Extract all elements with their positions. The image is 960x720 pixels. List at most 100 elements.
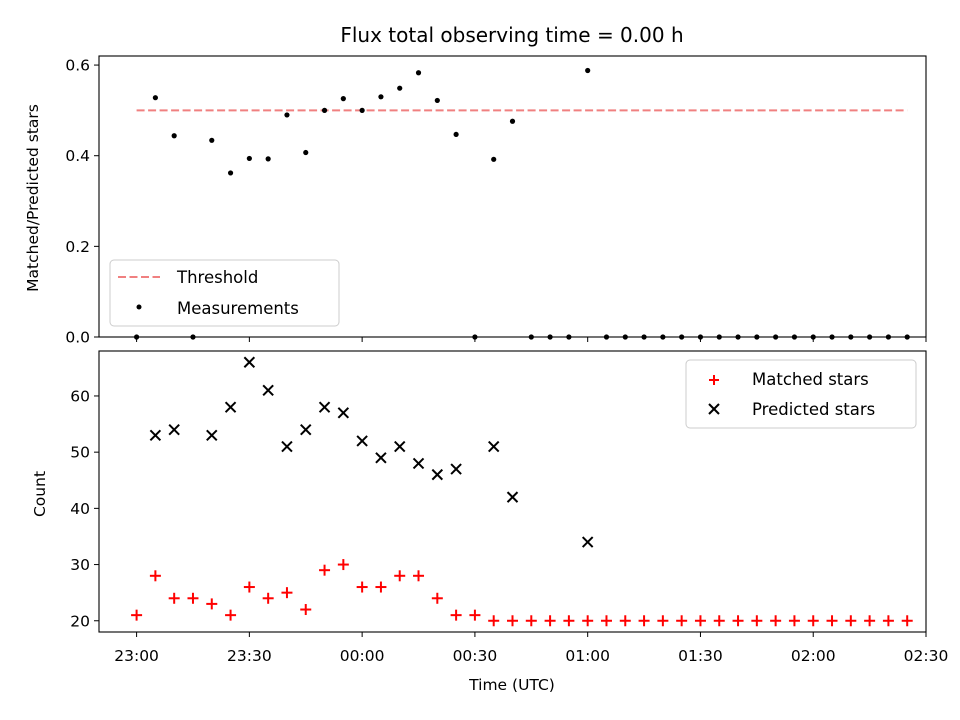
- x-tick-label: 01:00: [565, 647, 610, 665]
- matched-point: [356, 581, 368, 593]
- predicted-point: [356, 435, 368, 447]
- matched-point: [300, 604, 312, 616]
- measurement-point: [434, 97, 440, 104]
- predicted-point: [412, 457, 425, 470]
- matched-point: [431, 592, 443, 604]
- predicted-point: [168, 423, 180, 436]
- x-tick-label: 23:30: [227, 647, 272, 665]
- matched-point: [131, 609, 143, 621]
- x-tick-label: 00:00: [340, 647, 385, 665]
- chart-title: Flux total observing time = 0.00 h: [340, 23, 683, 47]
- measurement-point: [791, 334, 798, 340]
- measurement-point: [735, 334, 741, 340]
- measurement-point: [754, 334, 760, 340]
- y-tick-label: 40: [70, 500, 90, 518]
- predicted-point: [243, 356, 256, 368]
- measurement-point: [679, 334, 685, 340]
- measurement-point: [848, 334, 854, 340]
- matched-point: [206, 598, 218, 610]
- matched-point: [507, 615, 518, 627]
- matched-point: [525, 615, 537, 627]
- measurement-point: [340, 96, 346, 102]
- predicted-point: [487, 440, 500, 453]
- measurement-point: [359, 107, 365, 113]
- measurement-point: [265, 156, 271, 162]
- legend-predicted-swatch: [708, 403, 720, 415]
- measurement-point: [227, 170, 234, 176]
- x-tick-label: 23:00: [114, 647, 159, 665]
- measurement-point: [284, 112, 290, 118]
- y-tick-label: 30: [70, 556, 90, 574]
- bottom-y-axis-label: Count: [31, 471, 49, 517]
- y-tick-label: 0.0: [65, 329, 90, 347]
- measurement-point: [585, 67, 591, 74]
- matched-point: [770, 615, 782, 627]
- measurement-point: [397, 85, 403, 91]
- matched-point: [149, 570, 161, 582]
- matched-point: [544, 615, 556, 627]
- y-tick-label: 50: [70, 444, 90, 462]
- matched-point: [882, 615, 894, 627]
- matched-point: [281, 587, 293, 599]
- measurement-point: [660, 334, 666, 340]
- top-y-axis-label: Matched/Predicted stars: [24, 104, 42, 292]
- predicted-point: [224, 401, 237, 413]
- predicted-point: [300, 423, 312, 436]
- matched-point: [713, 615, 725, 627]
- measurement-point: [716, 334, 722, 340]
- bottom-panel: 20 30 40 50 60 23:00 23:30 00:00 00:30 01:00 01:30…: [70, 350, 949, 665]
- x-axis-label: Time (UTC): [468, 676, 555, 694]
- measurement-point: [133, 334, 140, 340]
- legend-matched-label: Matched stars: [752, 370, 869, 389]
- y-tick-label: 0.4: [65, 147, 90, 165]
- measurement-point: [321, 107, 328, 113]
- matched-point: [619, 615, 631, 627]
- bottom-legend: Matched stars Predicted stars: [685, 359, 917, 429]
- top-legend: Threshold Measurements: [109, 259, 340, 327]
- y-tick-label: 60: [70, 387, 90, 405]
- matched-point: [488, 615, 500, 627]
- top-panel: 0.0 0.2 0.4 0.6: [65, 55, 927, 347]
- matched-point: [337, 559, 349, 571]
- measurement-point: [829, 334, 835, 340]
- matched-point: [262, 592, 274, 604]
- matched-point: [788, 615, 800, 627]
- measurement-point: [378, 94, 384, 100]
- measurement-point: [491, 156, 497, 162]
- measurement-point: [773, 334, 779, 340]
- measurement-point: [415, 70, 422, 76]
- legend-measurements-label: Measurements: [177, 299, 299, 318]
- predicted-point: [149, 429, 162, 442]
- x-tick-label: 01:30: [678, 647, 723, 665]
- matched-point: [826, 615, 838, 627]
- matched-point: [845, 615, 857, 627]
- measurement-point: [622, 334, 628, 340]
- measurement-point: [697, 334, 704, 340]
- matched-point: [600, 615, 612, 627]
- matched-point: [657, 615, 669, 627]
- predicted-point: [206, 429, 218, 442]
- legend-predicted-label: Predicted stars: [752, 400, 875, 419]
- predicted-point: [394, 440, 406, 453]
- predicted-point: [431, 468, 444, 481]
- measurement-point: [246, 155, 252, 162]
- x-tick-label: 00:30: [453, 647, 498, 665]
- matched-point: [563, 615, 575, 627]
- matched-point: [732, 615, 744, 627]
- x-tick-label: 02:00: [791, 647, 836, 665]
- x-tick-label: 02:30: [904, 647, 949, 665]
- matched-point: [450, 609, 462, 621]
- legend-threshold-label: Threshold: [176, 268, 258, 287]
- y-tick-label: 0.2: [65, 238, 90, 256]
- matched-point: [168, 592, 180, 604]
- predicted-point: [318, 401, 331, 413]
- y-tick-label: 20: [70, 612, 90, 630]
- measurement-point: [472, 334, 478, 340]
- measurement-point: [547, 334, 553, 340]
- matched-point: [413, 570, 425, 582]
- matched-point: [319, 564, 331, 576]
- matched-point: [807, 615, 819, 627]
- measurement-point: [904, 334, 910, 340]
- matched-point: [469, 609, 481, 621]
- measurement-point: [453, 131, 459, 138]
